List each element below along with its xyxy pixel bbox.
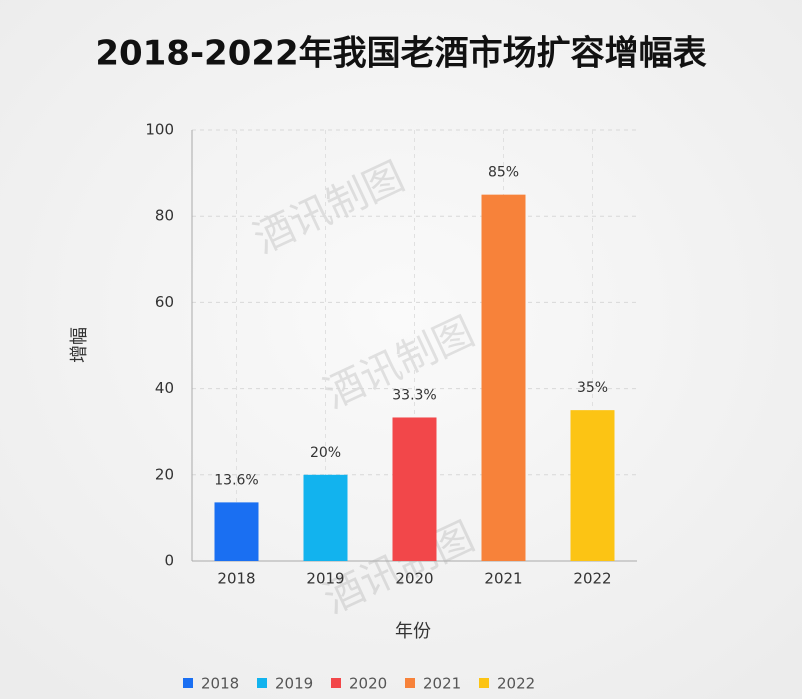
bar <box>392 417 437 561</box>
y-tick-label: 60 <box>155 293 174 311</box>
legend-label: 2021 <box>423 675 461 693</box>
bar <box>303 474 348 561</box>
y-tick-label: 80 <box>155 207 174 225</box>
x-tick-label: 2018 <box>217 570 255 588</box>
x-tick-label: 2019 <box>306 570 344 588</box>
y-tick-label: 0 <box>164 552 174 570</box>
x-tick-label: 2022 <box>573 570 611 588</box>
bar <box>481 194 526 561</box>
legend-swatch <box>183 678 193 688</box>
y-tick-label: 100 <box>145 121 174 139</box>
data-label: 20% <box>310 445 341 461</box>
y-tick-label: 20 <box>155 465 174 483</box>
legend-label: 2022 <box>497 675 535 693</box>
legend-label: 2018 <box>201 675 239 693</box>
legend-label: 2020 <box>349 675 387 693</box>
data-label: 33.3% <box>392 387 436 403</box>
data-label: 13.6% <box>214 472 258 488</box>
data-label: 85% <box>488 165 519 181</box>
legend-label: 2019 <box>275 675 313 693</box>
x-tick-label: 2020 <box>395 570 433 588</box>
chart-title: 2018-2022年我国老酒市场扩容增幅表 <box>95 34 706 74</box>
y-axis-label: 增幅 <box>69 327 90 363</box>
legend-swatch <box>479 678 489 688</box>
legend-swatch <box>405 678 415 688</box>
x-axis-label: 年份 <box>395 621 431 642</box>
bar <box>570 410 615 561</box>
x-tick-label: 2021 <box>484 570 522 588</box>
legend-swatch <box>331 678 341 688</box>
data-label: 35% <box>577 380 608 396</box>
legend-swatch <box>257 678 267 688</box>
y-tick-label: 40 <box>155 379 174 397</box>
bar <box>214 502 259 561</box>
